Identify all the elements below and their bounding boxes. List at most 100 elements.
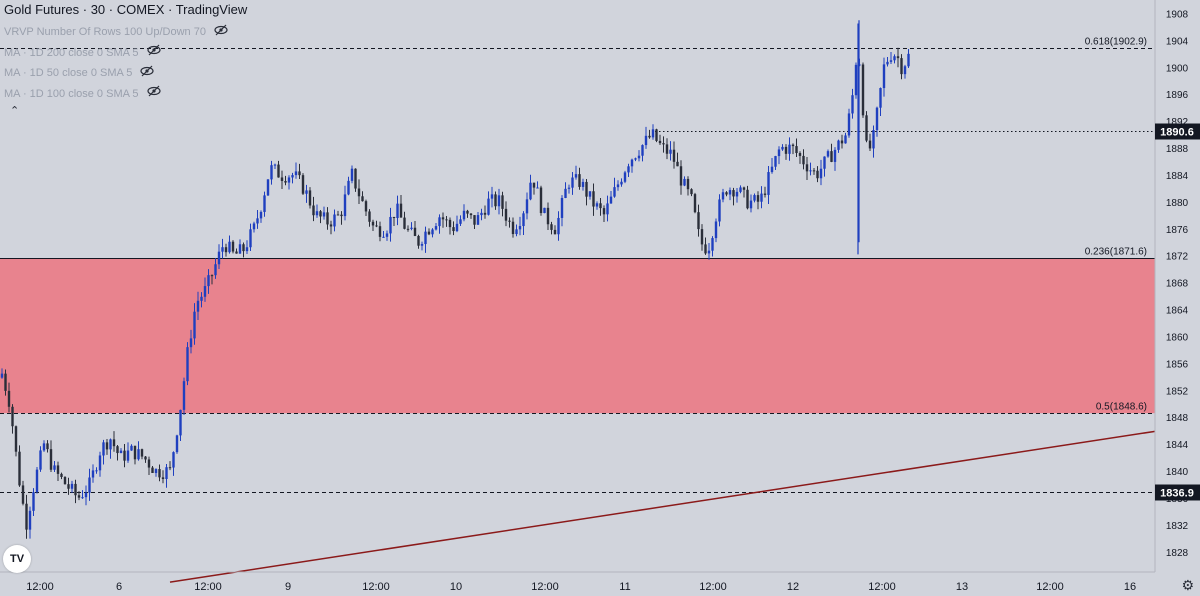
y-tick-label: 1840: [1166, 467, 1189, 478]
y-tick-label: 1864: [1166, 306, 1189, 317]
candle-body: [651, 129, 655, 138]
logo-text: TV: [9, 553, 25, 565]
candle-body: [889, 60, 893, 62]
candle-body: [74, 483, 77, 496]
level-label: 0.5(1848.6): [1096, 402, 1147, 413]
candle-body: [483, 212, 487, 215]
x-tick-label: 6: [116, 581, 122, 593]
candle-body: [893, 56, 896, 61]
candle-body: [329, 224, 333, 227]
trendline[interactable]: [169, 430, 1156, 583]
candle-body: [259, 211, 263, 219]
x-tick-label: 13: [956, 581, 968, 593]
y-tick-label: 1876: [1166, 225, 1189, 236]
candle-body: [557, 217, 560, 235]
candle-body: [67, 484, 70, 489]
candle-body: [102, 442, 105, 456]
candle-body: [270, 165, 273, 180]
candle-body: [543, 207, 546, 214]
tradingview-logo[interactable]: TV: [3, 545, 31, 573]
eye-off-icon[interactable]: [146, 44, 161, 61]
candle-body: [424, 231, 427, 245]
candle-body: [487, 198, 490, 215]
candle-body: [347, 180, 350, 195]
candle-body: [700, 229, 704, 245]
candle-body: [903, 66, 907, 75]
y-tick-label: 1884: [1166, 171, 1189, 182]
indicator-ma-100[interactable]: MA · 1D 100 close 0 SMA 5: [4, 84, 228, 105]
gear-icon[interactable]: ⚙: [1181, 577, 1194, 593]
x-tick-label: 12:00: [868, 581, 896, 593]
candle-body: [0, 373, 4, 378]
candle-body: [53, 465, 56, 470]
candle-body: [210, 275, 214, 277]
candle-body: [231, 241, 235, 252]
candle-body: [732, 190, 735, 197]
candle-body: [56, 465, 60, 474]
eye-off-icon[interactable]: [140, 65, 154, 82]
candle-body: [305, 190, 308, 194]
candle-body: [277, 164, 280, 178]
x-tick-label: 12:00: [1036, 581, 1064, 593]
candle-body: [154, 469, 158, 474]
candle-body: [546, 207, 550, 225]
candle-body: [200, 296, 203, 301]
candle-body: [648, 135, 651, 138]
candle-body: [333, 214, 336, 227]
candle-body: [361, 196, 364, 202]
candle-body: [567, 187, 571, 189]
candle-body: [326, 212, 329, 225]
candle-body: [809, 170, 812, 172]
candle-body: [144, 456, 147, 460]
candle-body: [875, 107, 879, 131]
y-tick-label: 1908: [1166, 9, 1189, 20]
candle-body: [4, 373, 7, 391]
candle-body: [186, 347, 189, 382]
level-label: 0.236(1871.6): [1085, 247, 1147, 258]
candle-body: [284, 180, 287, 183]
candle-body: [469, 213, 473, 216]
candle-body: [375, 225, 378, 227]
candle-body: [217, 251, 221, 265]
candle-body: [658, 140, 662, 144]
candle-body: [109, 439, 112, 450]
candle-body: [844, 135, 847, 144]
candle-body: [847, 113, 851, 136]
candle-body: [294, 171, 298, 176]
candle-body: [683, 178, 686, 186]
collapse-legend-icon[interactable]: ⌃: [10, 105, 20, 117]
candle-body: [886, 61, 889, 65]
candle-body: [753, 195, 756, 201]
indicator-ma-50[interactable]: MA · 1D 50 close 0 SMA 5: [4, 63, 228, 84]
candle-body: [714, 221, 718, 239]
candle-body: [837, 140, 840, 150]
candle-body: [81, 497, 84, 499]
candle-body: [49, 449, 53, 470]
candle-body: [88, 477, 91, 493]
candle-body: [266, 179, 270, 196]
candle-body: [833, 149, 837, 162]
candle-body: [669, 149, 672, 154]
candle-body: [718, 199, 721, 222]
candle-body: [518, 226, 522, 230]
candle-body: [291, 175, 294, 178]
candle-body: [403, 217, 406, 229]
fib-zone[interactable]: [0, 258, 1155, 414]
candle-body: [599, 203, 602, 209]
candle-body: [707, 250, 711, 254]
indicator-vrvp[interactable]: VRVP Number Of Rows 100 Up/Down 70: [4, 22, 228, 43]
eye-off-icon[interactable]: [214, 24, 228, 41]
candle-body: [399, 203, 403, 218]
candle-body: [298, 171, 301, 176]
indicator-legend: VRVP Number Of Rows 100 Up/Down 70 MA · …: [4, 22, 228, 104]
x-tick-label: 12: [787, 581, 799, 593]
candle-body: [207, 275, 210, 287]
eye-off-icon[interactable]: [146, 85, 161, 102]
candle-body: [263, 195, 266, 212]
candle-body: [592, 191, 595, 207]
candle-body: [634, 158, 637, 160]
indicator-ma-200[interactable]: MA · 1D 200 close 0 SMA 5: [4, 43, 228, 64]
candle-body: [704, 244, 707, 254]
candle-body: [788, 144, 791, 154]
